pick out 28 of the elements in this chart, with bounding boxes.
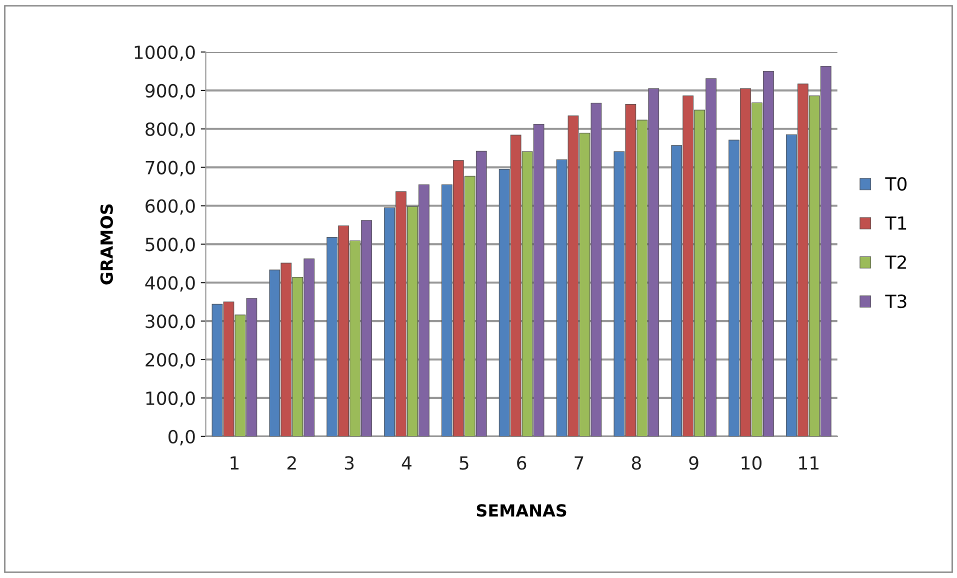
y-tick-label: 1000,0 — [134, 45, 195, 61]
x-tick-label: 2 — [287, 456, 296, 470]
y-tick-label: 200,0 — [146, 352, 195, 368]
legend-label: T3 — [885, 294, 906, 308]
y-tick-label: 400,0 — [145, 276, 195, 292]
x-axis-title: SEMANAS — [476, 504, 566, 517]
x-tick-label: 11 — [799, 456, 818, 470]
y-tick-label: 900,0 — [145, 84, 195, 100]
x-tick-label: 4 — [402, 456, 412, 470]
legend-label: T2 — [885, 255, 906, 269]
y-tick-label: 100,0 — [146, 391, 195, 407]
x-tick-label: 7 — [574, 456, 584, 470]
x-tick-label: 3 — [344, 456, 354, 470]
x-tick-label: 5 — [460, 456, 468, 470]
y-tick-label: 800,0 — [146, 122, 195, 138]
x-tick-label: 6 — [517, 456, 526, 470]
y-tick-label: 700,0 — [146, 160, 195, 176]
y-tick-label: 600,0 — [146, 199, 195, 215]
y-tick-label: 500,0 — [146, 238, 195, 254]
y-tick-label: 300,0 — [146, 314, 195, 330]
legend-label: T0 — [885, 177, 907, 191]
y-axis-title: GRAMOS — [100, 204, 113, 284]
x-tick-label: 10 — [742, 456, 762, 470]
legend-label: T1 — [885, 216, 906, 230]
y-tick-label: 0,0 — [168, 430, 195, 446]
x-tick-label: 9 — [689, 456, 698, 470]
x-tick-label: 8 — [632, 456, 641, 470]
x-tick-label: 1 — [230, 456, 239, 470]
